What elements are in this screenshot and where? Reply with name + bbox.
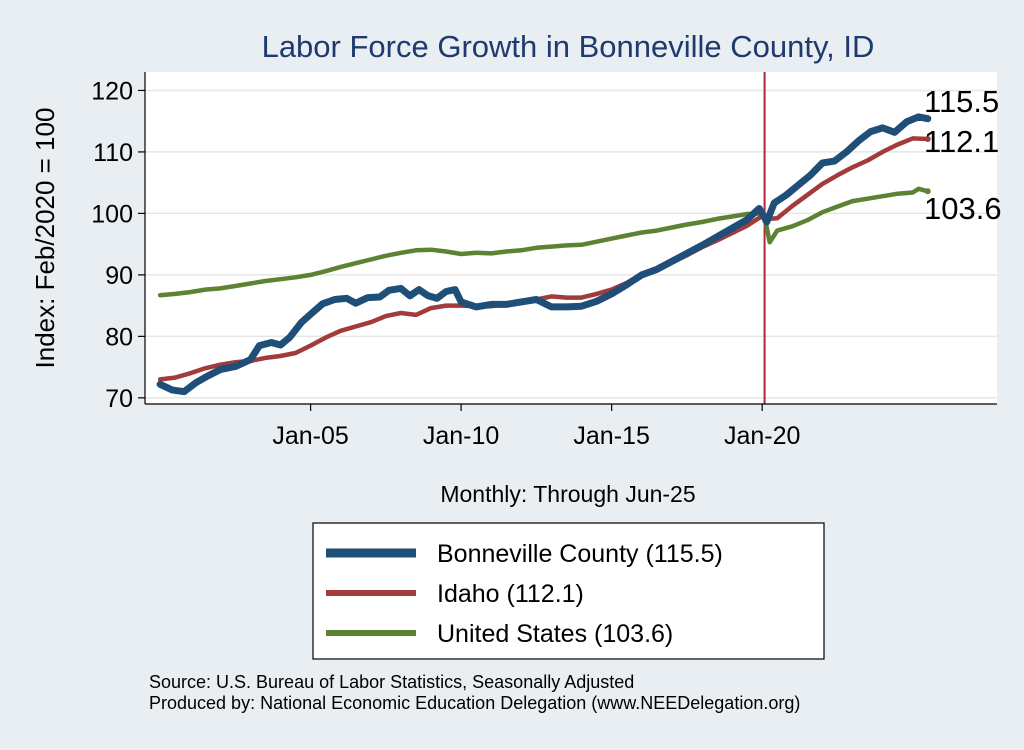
legend-label-0: Bonneville County (115.5)	[437, 540, 723, 568]
end-labels: 115.5 112.1 103.6	[924, 84, 1002, 226]
series-end-point-2	[924, 188, 931, 195]
y-tick-label: 90	[105, 262, 133, 290]
series-line-1	[157, 136, 931, 382]
source-note: Source: U.S. Bureau of Labor Statistics,…	[149, 672, 634, 692]
legend-entries: Bonneville County (115.5) Idaho (112.1) Un…	[326, 540, 723, 648]
y-axis-ticks: 70 80 90 100 110 120	[91, 77, 145, 413]
plot-area	[145, 72, 997, 404]
y-tick-label: 120	[91, 77, 133, 105]
x-axis-title: Monthly: Through Jun-25	[440, 481, 695, 507]
producer-note: Produced by: National Economic Education…	[149, 693, 800, 713]
legend: Bonneville County (115.5) Idaho (112.1) Un…	[312, 522, 825, 660]
series-line-2	[157, 186, 931, 298]
series-layer	[156, 113, 932, 396]
y-tick-label: 80	[105, 323, 133, 351]
chart-title: Labor Force Growth in Bonneville County,…	[262, 29, 875, 64]
x-tick-label: Jan-15	[573, 422, 649, 450]
end-label-0: 115.5	[924, 84, 999, 119]
y-tick-label: 110	[93, 139, 133, 167]
y-tick-label: 100	[91, 200, 133, 228]
series-end-point-1	[924, 136, 931, 143]
x-tick-label: Jan-05	[272, 422, 348, 450]
series-end-point-0	[924, 115, 931, 122]
end-label-1: 112.1	[924, 124, 999, 159]
y-axis-title: Index: Feb/2020 = 100	[30, 108, 60, 369]
legend-label-1: Idaho (112.1)	[437, 580, 584, 608]
end-label-2: 103.6	[924, 191, 1002, 226]
x-axis-ticks: Jan-05 Jan-10 Jan-15 Jan-20	[272, 404, 800, 450]
x-tick-label: Jan-10	[423, 422, 499, 450]
legend-label-2: United States (103.6)	[437, 620, 673, 648]
y-tick-label: 70	[105, 385, 133, 413]
x-tick-label: Jan-20	[724, 422, 800, 450]
series-line-0	[156, 113, 932, 396]
